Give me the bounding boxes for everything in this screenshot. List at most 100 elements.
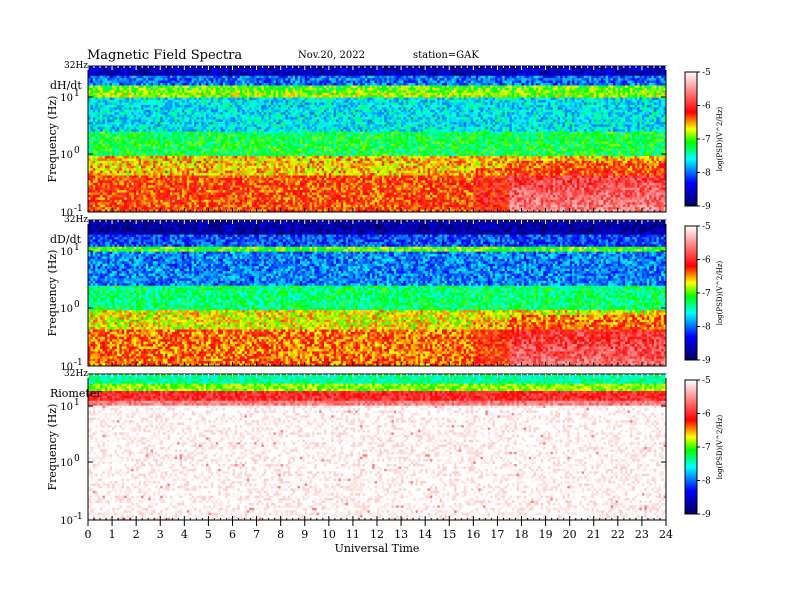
- heatmap-cell: [562, 107, 566, 111]
- heatmap-cell: [193, 85, 197, 89]
- heatmap-cell: [189, 70, 192, 74]
- heatmap-cell: [280, 70, 284, 74]
- heatmap-cell: [429, 87, 433, 91]
- heatmap-cell: [321, 68, 325, 72]
- heatmap-cell: [246, 100, 250, 103]
- heatmap-cell: [338, 90, 342, 94]
- heatmap-cell: [131, 100, 135, 103]
- heatmap-cell: [297, 112, 301, 116]
- heatmap-cell: [384, 102, 388, 106]
- heatmap-cell: [160, 102, 164, 106]
- heatmap-cell: [499, 102, 503, 106]
- heatmap-cell: [417, 102, 421, 106]
- heatmap-cell: [172, 87, 176, 91]
- heatmap-cell: [398, 100, 402, 103]
- heatmap-cell: [213, 75, 217, 79]
- heatmap-cell: [246, 66, 250, 69]
- heatmap-cell: [507, 100, 510, 103]
- heatmap-cell: [490, 95, 493, 99]
- heatmap-cell: [100, 66, 103, 69]
- heatmap-cell: [605, 107, 609, 111]
- heatmap-cell: [463, 92, 467, 96]
- heatmap-cell: [131, 102, 135, 106]
- heatmap-cell: [593, 104, 597, 108]
- heatmap-cell: [651, 90, 655, 94]
- heatmap-cell: [389, 109, 392, 113]
- heatmap-cell: [338, 68, 342, 72]
- heatmap-cell: [480, 107, 484, 111]
- heatmap-cell: [246, 68, 250, 72]
- heatmap-cell: [338, 107, 342, 111]
- heatmap-cell: [367, 114, 371, 118]
- heatmap-cell: [550, 114, 554, 118]
- heatmap-cell: [557, 70, 561, 74]
- heatmap-cell: [600, 70, 604, 74]
- heatmap-cell: [533, 85, 537, 89]
- heatmap-cell: [102, 95, 106, 99]
- heatmap-cell: [95, 114, 99, 118]
- heatmap-cell: [656, 107, 660, 111]
- heatmap-cell: [372, 70, 375, 74]
- heatmap-cell: [482, 85, 486, 89]
- heatmap-cell: [369, 104, 373, 108]
- heatmap-cell: [641, 78, 645, 81]
- heatmap-cell: [107, 107, 111, 111]
- heatmap-cell: [415, 114, 419, 118]
- heatmap-cell: [172, 107, 176, 111]
- heatmap-cell: [254, 100, 257, 103]
- heatmap-cell: [119, 102, 123, 106]
- heatmap-cell: [579, 78, 583, 81]
- heatmap-cell: [220, 102, 224, 106]
- heatmap-cell: [324, 78, 327, 81]
- heatmap-cell: [112, 70, 115, 74]
- heatmap-cell: [401, 97, 404, 101]
- heatmap-cell: [653, 100, 657, 103]
- heatmap-cell: [393, 107, 397, 111]
- heatmap-cell: [340, 90, 344, 94]
- heatmap-cell: [377, 102, 380, 106]
- heatmap-cell: [374, 85, 378, 89]
- heatmap-cell: [369, 87, 373, 91]
- heatmap-cell: [153, 97, 156, 101]
- heatmap-cell: [271, 87, 274, 91]
- heatmap-cell: [413, 73, 416, 77]
- heatmap-cell: [372, 85, 375, 89]
- heatmap-cell: [227, 80, 231, 84]
- heatmap-cell: [299, 97, 303, 101]
- heatmap-cell: [535, 90, 539, 94]
- heatmap-cell: [251, 104, 255, 108]
- heatmap-cell: [116, 68, 120, 72]
- heatmap-cell: [230, 83, 233, 86]
- heatmap-cell: [338, 75, 342, 79]
- heatmap-cell: [608, 90, 612, 94]
- heatmap-cell: [552, 100, 556, 103]
- heatmap-cell: [461, 109, 465, 113]
- heatmap-cell: [302, 75, 306, 79]
- heatmap-cell: [206, 95, 209, 99]
- heatmap-cell: [531, 102, 534, 106]
- heatmap-cell: [610, 78, 614, 81]
- heatmap-cell: [497, 112, 501, 116]
- heatmap-cell: [514, 90, 518, 94]
- heatmap-cell: [249, 112, 253, 116]
- heatmap-cell: [434, 102, 438, 106]
- heatmap-cell: [432, 83, 436, 86]
- heatmap-cell: [516, 112, 520, 116]
- heatmap-cell: [511, 78, 515, 81]
- heatmap-cell: [461, 102, 465, 106]
- heatmap-cell: [379, 92, 383, 96]
- heatmap-cell: [261, 97, 265, 101]
- heatmap-cell: [531, 97, 534, 101]
- heatmap-cell: [367, 107, 371, 111]
- heatmap-cell: [427, 95, 431, 99]
- heatmap-cell: [521, 85, 525, 89]
- heatmap-cell: [321, 102, 325, 106]
- heatmap-cell: [473, 107, 477, 111]
- heatmap-cell: [547, 85, 551, 89]
- heatmap-cell: [499, 68, 503, 72]
- heatmap-cell: [644, 109, 648, 113]
- heatmap-cell: [102, 97, 106, 101]
- heatmap-cell: [497, 83, 501, 86]
- heatmap-cell: [495, 75, 498, 79]
- heatmap-cell: [634, 78, 638, 81]
